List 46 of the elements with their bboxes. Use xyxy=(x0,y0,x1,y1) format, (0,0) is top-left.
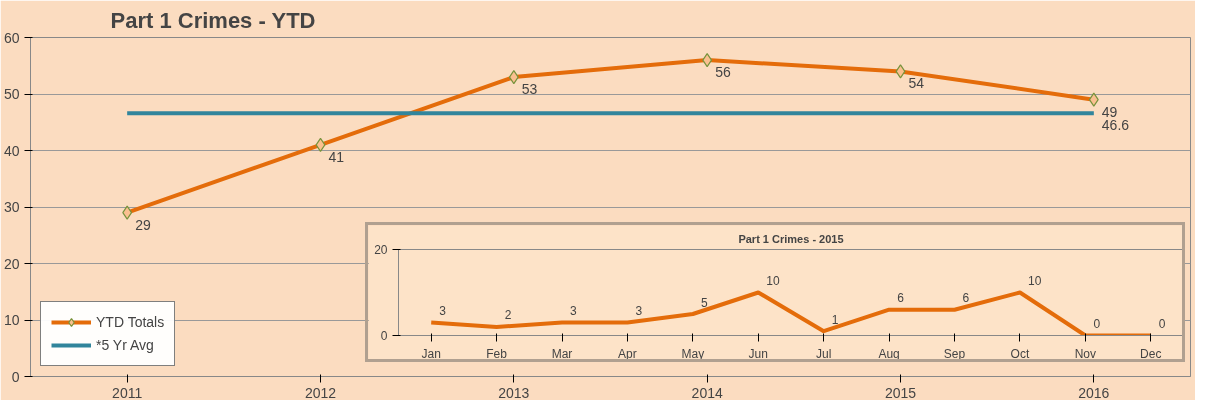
data-label: 3 xyxy=(439,304,447,319)
chart-title: Part 1 Crimes - YTD xyxy=(110,7,316,33)
data-label: 53 xyxy=(521,81,538,98)
x-tick-label: Mar xyxy=(551,346,573,361)
data-label: 0 xyxy=(1093,317,1101,331)
line-series xyxy=(429,290,1153,336)
y-tick-label: 40 xyxy=(3,142,20,159)
data-label: 41 xyxy=(328,148,345,165)
x-tick-label: 2015 xyxy=(884,384,917,401)
y-tick-label: 50 xyxy=(3,86,20,102)
x-tick-label: Jun xyxy=(748,346,768,361)
y-tick-label: 60 xyxy=(3,29,20,46)
x-tick-label: Jan xyxy=(421,346,441,361)
data-label: 0 xyxy=(1158,317,1166,331)
legend-label: YTD Totals xyxy=(96,314,165,330)
x-tick-label: Nov xyxy=(1074,346,1097,361)
x-tick-label: 2012 xyxy=(304,384,337,401)
data-label: 2 xyxy=(504,308,512,323)
y-tick-label: 0 xyxy=(11,368,20,385)
x-tick-label: 2014 xyxy=(691,384,723,401)
x-tick-label: Oct xyxy=(1010,346,1030,361)
x-tick-label: Dec xyxy=(1140,346,1162,361)
x-tick-label: 2013 xyxy=(498,384,530,401)
data-label: 49 xyxy=(1101,103,1118,120)
x-tick-label: 2011 xyxy=(112,384,143,401)
y-tick-label: 20 xyxy=(374,243,388,257)
y-tick-label: 20 xyxy=(3,255,20,272)
x-tick-label: Feb xyxy=(486,346,508,361)
data-label: 1 xyxy=(831,312,839,327)
data-label: 3 xyxy=(570,304,578,319)
data-label: 3 xyxy=(635,304,643,319)
data-label: 54 xyxy=(908,75,925,92)
chart-title: Part 1 Crimes - 2015 xyxy=(738,232,844,245)
x-tick-label: Jul xyxy=(816,346,832,361)
data-label: 10 xyxy=(1027,274,1042,288)
legend-label: *5 Yr Avg xyxy=(96,337,154,353)
x-tick-label: 2016 xyxy=(1078,384,1110,401)
y-tick-label: 10 xyxy=(3,312,20,328)
data-label: 46.6 xyxy=(1101,117,1130,134)
y-tick-label: 30 xyxy=(3,199,20,215)
data-label: 6 xyxy=(897,291,905,306)
data-label: 29 xyxy=(135,216,151,233)
data-label: 6 xyxy=(962,291,970,306)
data-label: 56 xyxy=(715,64,731,81)
data-label: 10 xyxy=(766,274,780,288)
data-label: 5 xyxy=(700,295,708,310)
